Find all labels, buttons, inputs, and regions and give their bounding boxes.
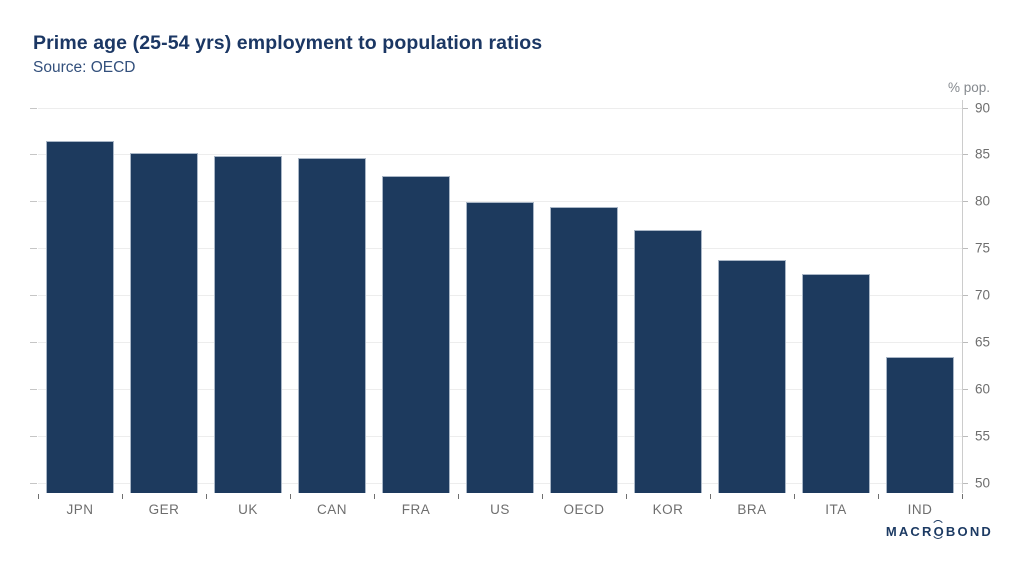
logo-circled-o-icon: O: [930, 520, 946, 539]
x-tick-6: [542, 494, 543, 499]
bar-ita: [802, 273, 870, 493]
y-tick-right-70: [962, 295, 968, 297]
x-tick-1: [122, 494, 123, 499]
gridline-85: [38, 154, 962, 156]
y-tick-left-60: [30, 388, 37, 390]
x-category-label-uk: UK: [238, 502, 258, 517]
x-tick-10: [878, 494, 879, 499]
y-tick-left-55: [30, 435, 37, 437]
y-tick-right-55: [962, 435, 968, 437]
chart-source: Source: OECD: [33, 59, 136, 76]
y-tick-right-65: [962, 341, 968, 343]
y-axis-line: [962, 100, 963, 493]
bar-fra: [382, 175, 450, 493]
bar-ind: [886, 356, 954, 493]
y-tick-right-85: [962, 154, 968, 156]
y-tick-left-90: [30, 107, 37, 109]
y-tick-label-90: 90: [975, 100, 991, 115]
chart-title: Prime age (25-54 yrs) employment to popu…: [33, 32, 543, 54]
y-tick-right-75: [962, 248, 968, 250]
x-category-label-jpn: JPN: [66, 502, 94, 517]
y-tick-right-80: [962, 201, 968, 203]
x-category-label-ger: GER: [148, 502, 180, 517]
y-tick-label-55: 55: [975, 428, 991, 444]
bar-jpn: [46, 141, 114, 493]
x-tick-11: [962, 494, 963, 499]
y-tick-left-85: [30, 154, 37, 156]
x-tick-8: [710, 494, 711, 499]
bar-oecd: [550, 206, 618, 493]
bar-uk: [214, 156, 282, 493]
logo-text-suffix: BOND: [945, 524, 993, 539]
bar-bra: [718, 260, 786, 493]
x-category-label-kor: KOR: [652, 502, 684, 517]
gridline-80: [38, 201, 962, 203]
bar-can: [298, 158, 366, 493]
y-tick-left-65: [30, 341, 37, 343]
x-category-label-bra: BRA: [737, 502, 767, 517]
y-tick-label-65: 65: [975, 334, 991, 350]
x-category-label-us: US: [490, 502, 510, 517]
y-tick-left-50: [30, 482, 37, 484]
x-tick-0: [38, 494, 39, 499]
bar-kor: [634, 230, 702, 493]
logo-text-prefix: MACR: [885, 524, 934, 539]
x-tick-4: [374, 494, 375, 499]
y-tick-label-75: 75: [975, 240, 991, 256]
x-tick-5: [458, 494, 459, 499]
y-tick-right-90: [962, 107, 968, 109]
x-tick-7: [626, 494, 627, 499]
y-tick-left-70: [30, 295, 37, 297]
y-tick-right-50: [962, 482, 968, 484]
x-category-label-can: CAN: [316, 502, 347, 517]
y-tick-label-50: 50: [975, 475, 991, 491]
x-category-label-ita: ITA: [825, 502, 847, 517]
macrobond-logo: MACROBOND: [885, 520, 993, 539]
plot-area: 50 55 60 65 70 75 80 85 90 JPN GER UK CAN FRA US OECD KO…: [30, 100, 990, 517]
gridline-90: [38, 107, 962, 109]
x-category-label-ind: IND: [907, 502, 933, 517]
bar-ger: [130, 152, 198, 493]
y-tick-right-60: [962, 388, 968, 390]
x-tick-9: [794, 494, 795, 499]
y-tick-left-75: [30, 248, 37, 250]
bar-us: [466, 202, 534, 493]
y-tick-label-80: 80: [975, 193, 991, 209]
y-tick-label-60: 60: [975, 381, 991, 397]
y-tick-left-80: [30, 201, 37, 203]
x-category-label-fra: FRA: [401, 502, 431, 517]
x-tick-2: [206, 494, 207, 499]
x-category-label-oecd: OECD: [563, 502, 605, 517]
y-tick-label-85: 85: [975, 146, 991, 162]
x-tick-3: [290, 494, 291, 499]
y-tick-label-70: 70: [975, 287, 991, 303]
y-axis-unit-label: % pop.: [947, 80, 990, 95]
